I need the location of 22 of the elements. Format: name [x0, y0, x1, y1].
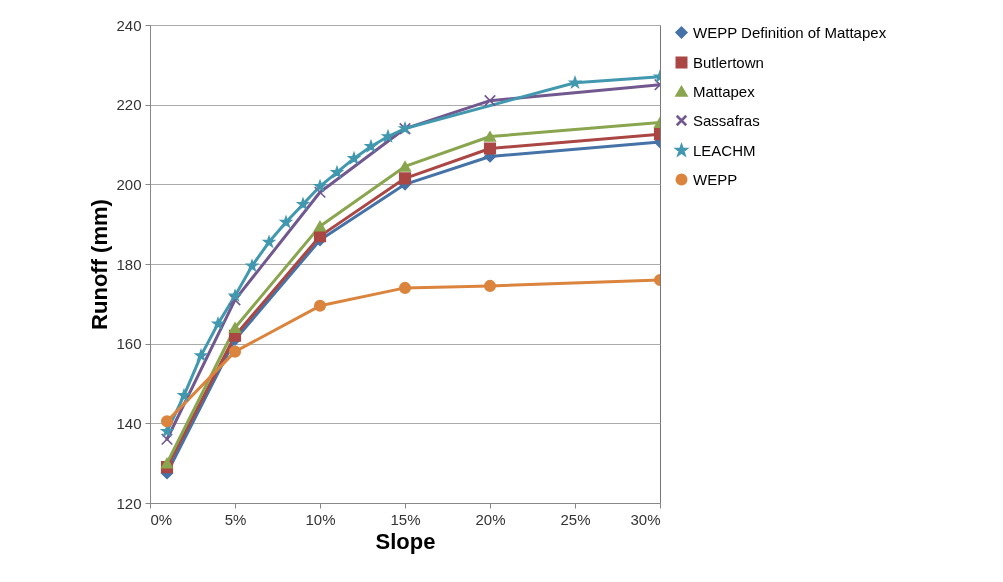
x-tick-label: 0% [150, 510, 173, 528]
legend-label: Sassafras [693, 111, 760, 129]
x-tick-label: 10% [305, 510, 336, 528]
y-tick-label: 220 [116, 96, 142, 114]
y-tick-label: 240 [116, 16, 142, 34]
x-tick-label: 25% [560, 510, 591, 528]
x-tick-label: 5% [224, 510, 247, 528]
y-tick-label: 120 [116, 494, 142, 512]
legend-label: Butlertown [693, 53, 764, 71]
legend-label: WEPP Definition of Mattapex [693, 23, 887, 41]
y-tick-label: 160 [116, 335, 142, 353]
y-tick-label: 180 [116, 255, 142, 273]
legend-label: WEPP [693, 170, 738, 188]
legend-label: Mattapex [693, 82, 756, 100]
y-tick-label: 140 [116, 414, 142, 432]
y-axis-title: Runoff (mm) [87, 199, 113, 330]
x-tick-label: 15% [390, 510, 421, 528]
y-tick-label: 200 [116, 175, 142, 193]
x-axis-title: Slope [375, 528, 436, 554]
x-tick-label: 30% [630, 510, 661, 528]
legend-label: LEACHM [693, 141, 756, 159]
x-tick-label: 20% [475, 510, 506, 528]
